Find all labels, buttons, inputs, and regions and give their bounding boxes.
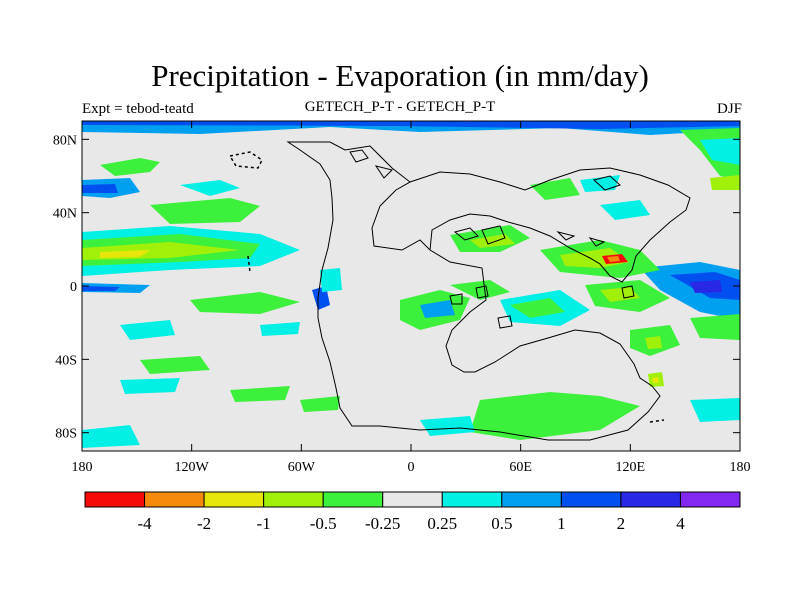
colorbar-label: 4 <box>676 514 685 533</box>
colorbar-swatch <box>263 491 324 508</box>
colorbar-swatch <box>144 491 205 508</box>
colorbar-label: 2 <box>617 514 626 533</box>
lat-tick-label: 80S <box>55 427 77 442</box>
colorbar-label: -4 <box>137 514 152 533</box>
plot-title: Precipitation - Evaporation (in mm/day) <box>151 58 649 93</box>
colorbar-label: -1 <box>257 514 271 533</box>
colorbar-label: -0.5 <box>310 514 337 533</box>
lat-tick-label: 40S <box>55 353 77 368</box>
lon-tick-label: 180 <box>730 460 751 475</box>
colorbar-swatch <box>84 491 146 508</box>
lon-tick-label: 0 <box>408 460 415 475</box>
lon-tick-label: 120W <box>175 460 210 475</box>
colorbar-swatch <box>203 491 265 508</box>
paleo-island-dots <box>228 151 665 423</box>
colorbar-swatch <box>382 491 443 508</box>
season-label: DJF <box>716 101 742 117</box>
lon-tick-label: 120E <box>616 460 646 475</box>
lat-tick-label: 80N <box>53 133 77 148</box>
colorbar-swatch <box>679 491 741 508</box>
coastlines <box>286 141 691 441</box>
experiment-label: Expt = tebod-teatd <box>82 101 194 117</box>
lon-tick-label: 60W <box>288 460 316 475</box>
colorbar-label: 0.5 <box>491 514 512 533</box>
colorbar-swatch <box>560 491 622 508</box>
lat-tick-label: 0 <box>70 280 77 295</box>
axis-ticks <box>81 121 741 451</box>
colorbar-label: -2 <box>197 514 211 533</box>
colorbar-swatch <box>441 491 503 508</box>
lon-tick-label: 180 <box>72 460 93 475</box>
colorbar-swatch <box>322 491 384 508</box>
colorbar-swatch <box>501 491 562 508</box>
colorbar-swatch <box>620 491 681 508</box>
dataset-label: GETECH_P-T - GETECH_P-T <box>304 99 496 115</box>
colorbar: -4 -2 -1 -0.5 -0.25 0.25 0.5 1 2 4 <box>84 491 741 533</box>
axis-tick-labels: 180 120W 60W 0 60E 120E 180 80N 40N 0 40S 80S <box>53 133 751 475</box>
colorbar-label: -0.25 <box>365 514 400 533</box>
colorbar-label: 1 <box>557 514 566 533</box>
lon-tick-label: 60E <box>509 460 532 475</box>
colorbar-label: 0.25 <box>427 514 457 533</box>
lat-tick-label: 40N <box>53 207 77 222</box>
